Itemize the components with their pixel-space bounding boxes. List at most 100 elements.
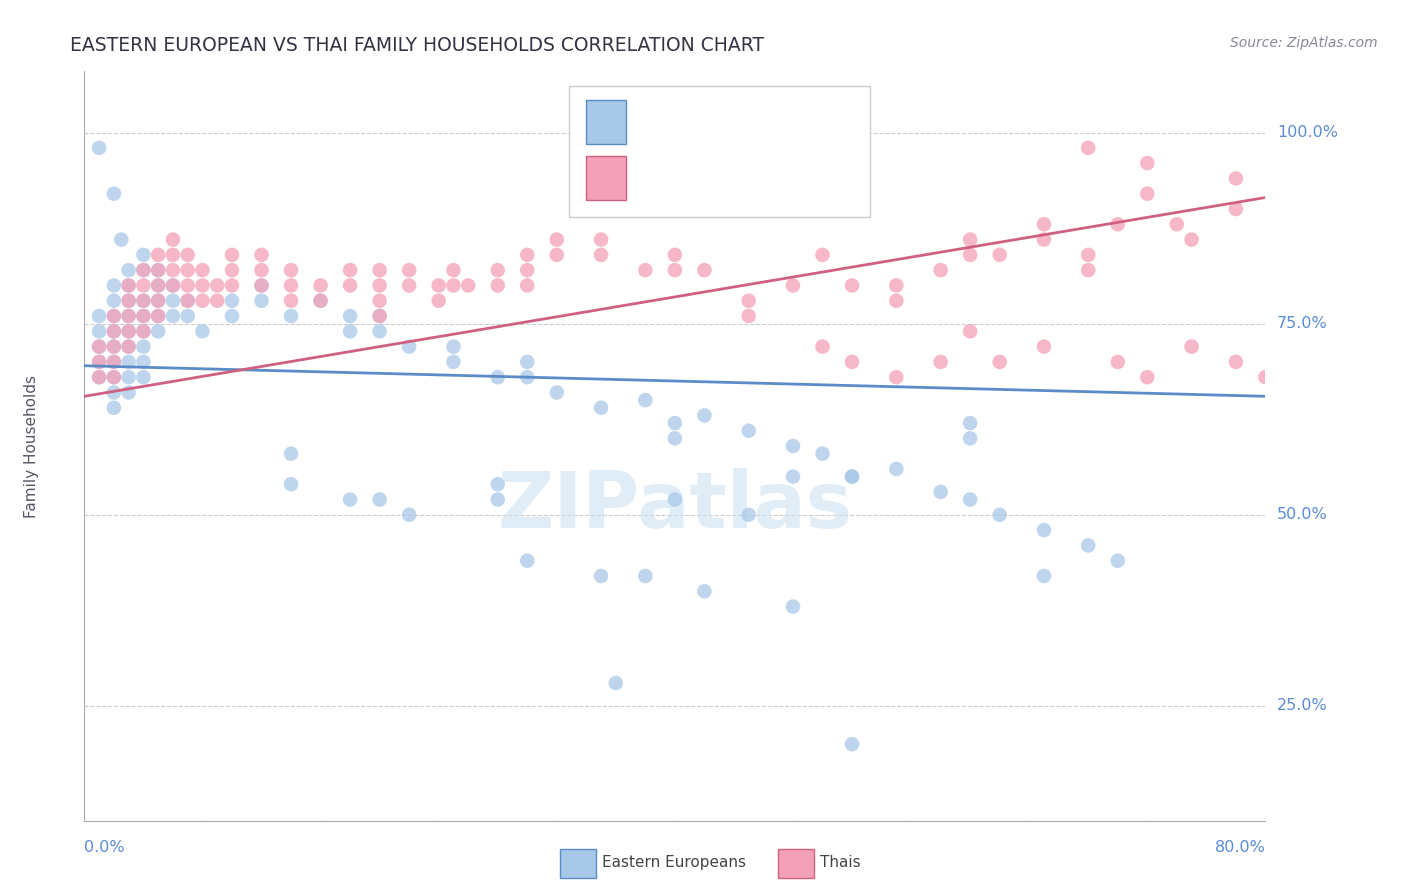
Point bbox=[634, 263, 657, 277]
Point bbox=[103, 278, 125, 293]
Point bbox=[162, 278, 184, 293]
Point bbox=[162, 309, 184, 323]
Text: N =: N = bbox=[758, 172, 794, 191]
Point bbox=[87, 355, 111, 369]
Point bbox=[486, 477, 509, 491]
Point bbox=[398, 508, 420, 522]
FancyBboxPatch shape bbox=[586, 100, 627, 144]
Point bbox=[339, 309, 361, 323]
Point bbox=[443, 263, 465, 277]
Point bbox=[443, 340, 465, 354]
Point bbox=[738, 508, 761, 522]
Point bbox=[250, 278, 273, 293]
Point bbox=[280, 278, 302, 293]
Point bbox=[221, 293, 243, 308]
Point bbox=[664, 431, 686, 445]
Point bbox=[87, 141, 111, 155]
Point bbox=[221, 309, 243, 323]
Point bbox=[368, 492, 391, 507]
Point bbox=[132, 263, 155, 277]
Point bbox=[1077, 248, 1099, 262]
Point bbox=[191, 293, 214, 308]
Point bbox=[368, 293, 391, 308]
Point bbox=[664, 492, 686, 507]
Point bbox=[103, 355, 125, 369]
Point bbox=[486, 263, 509, 277]
Point bbox=[1033, 569, 1056, 583]
Text: ZIPatlas: ZIPatlas bbox=[498, 468, 852, 544]
Point bbox=[693, 409, 716, 423]
Point bbox=[250, 293, 273, 308]
Point bbox=[118, 385, 141, 400]
Point bbox=[132, 293, 155, 308]
Point bbox=[516, 355, 538, 369]
Point bbox=[177, 309, 200, 323]
Point bbox=[118, 340, 141, 354]
Point bbox=[148, 324, 170, 338]
Point bbox=[664, 416, 686, 430]
Point bbox=[1033, 340, 1056, 354]
Point bbox=[1225, 202, 1247, 216]
Point bbox=[398, 263, 420, 277]
Point bbox=[368, 263, 391, 277]
Text: 75.0%: 75.0% bbox=[1277, 316, 1327, 331]
Point bbox=[132, 293, 155, 308]
Point bbox=[132, 263, 155, 277]
Point bbox=[309, 293, 332, 308]
Point bbox=[664, 248, 686, 262]
Point bbox=[1077, 538, 1099, 552]
Point bbox=[959, 324, 981, 338]
Point bbox=[148, 248, 170, 262]
Point bbox=[1033, 523, 1056, 537]
Text: 50.0%: 50.0% bbox=[1277, 508, 1327, 523]
Point bbox=[132, 324, 155, 338]
Point bbox=[191, 278, 214, 293]
Point bbox=[634, 569, 657, 583]
Point bbox=[103, 370, 125, 384]
Point bbox=[516, 263, 538, 277]
Point bbox=[929, 355, 952, 369]
Point bbox=[207, 278, 229, 293]
Point bbox=[591, 248, 613, 262]
Point bbox=[339, 263, 361, 277]
Point bbox=[738, 424, 761, 438]
Point bbox=[87, 340, 111, 354]
Point bbox=[782, 439, 804, 453]
Point bbox=[118, 324, 141, 338]
Point bbox=[1107, 554, 1129, 568]
Point bbox=[841, 469, 863, 483]
Text: 25.0%: 25.0% bbox=[1277, 698, 1327, 714]
Point bbox=[368, 309, 391, 323]
Text: 0.439: 0.439 bbox=[686, 172, 740, 191]
Point bbox=[103, 385, 125, 400]
Point bbox=[339, 278, 361, 293]
Point bbox=[1136, 186, 1159, 201]
Point bbox=[591, 569, 613, 583]
Point bbox=[191, 324, 214, 338]
Point bbox=[1181, 233, 1204, 247]
Point bbox=[929, 263, 952, 277]
Point bbox=[591, 401, 613, 415]
Point bbox=[738, 309, 761, 323]
Point bbox=[546, 385, 568, 400]
Point bbox=[148, 263, 170, 277]
Point bbox=[841, 278, 863, 293]
Text: R =: R = bbox=[640, 172, 675, 191]
Point bbox=[457, 278, 479, 293]
Point bbox=[886, 293, 908, 308]
Text: N =: N = bbox=[758, 110, 794, 128]
Point bbox=[280, 263, 302, 277]
Point bbox=[886, 370, 908, 384]
Point bbox=[250, 278, 273, 293]
Text: 80: 80 bbox=[803, 110, 825, 128]
Point bbox=[443, 355, 465, 369]
Point bbox=[929, 484, 952, 499]
Point bbox=[118, 340, 141, 354]
Point bbox=[546, 233, 568, 247]
Point bbox=[250, 248, 273, 262]
Point bbox=[162, 263, 184, 277]
Point bbox=[959, 431, 981, 445]
Point bbox=[103, 309, 125, 323]
Point bbox=[177, 248, 200, 262]
Point bbox=[693, 584, 716, 599]
